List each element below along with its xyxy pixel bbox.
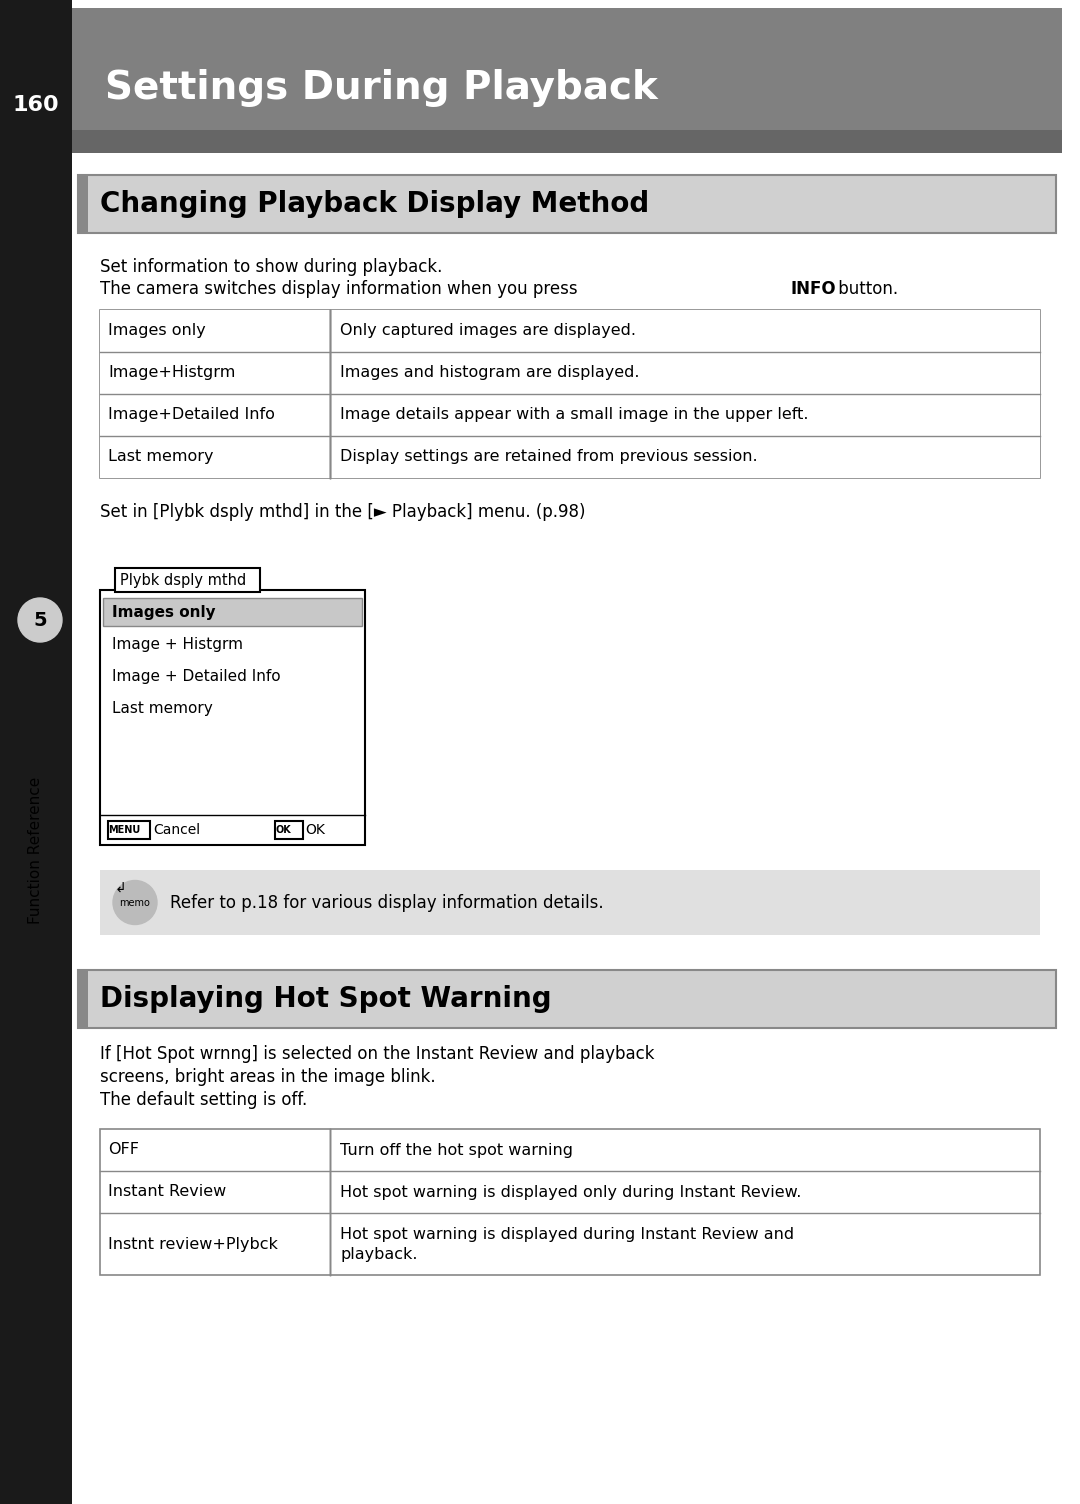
Text: Last memory: Last memory xyxy=(112,701,213,716)
Text: playback.: playback. xyxy=(340,1247,418,1262)
Text: INFO: INFO xyxy=(789,280,836,298)
Text: The default setting is off.: The default setting is off. xyxy=(100,1090,307,1108)
Text: ↲: ↲ xyxy=(114,881,125,896)
Bar xyxy=(78,174,87,233)
Text: Instnt review+Plybck: Instnt review+Plybck xyxy=(108,1236,278,1251)
Bar xyxy=(100,352,1040,394)
Bar xyxy=(78,970,87,1029)
Text: If [Hot Spot wrnng] is selected on the Instant Review and playback: If [Hot Spot wrnng] is selected on the I… xyxy=(100,1045,654,1063)
Text: Settings During Playback: Settings During Playback xyxy=(105,69,658,107)
Text: Cancel: Cancel xyxy=(153,823,200,838)
Bar xyxy=(114,569,260,593)
Text: button.: button. xyxy=(833,280,899,298)
Text: Plybk dsply mthd: Plybk dsply mthd xyxy=(120,573,246,588)
Bar xyxy=(108,821,150,839)
Text: 160: 160 xyxy=(13,95,59,114)
Circle shape xyxy=(113,880,157,925)
Text: Image+Detailed Info: Image+Detailed Info xyxy=(108,408,275,423)
Text: Function Reference: Function Reference xyxy=(28,776,43,923)
Bar xyxy=(103,599,362,626)
Text: Last memory: Last memory xyxy=(108,450,214,465)
Text: Images only: Images only xyxy=(112,605,216,620)
Text: Image + Detailed Info: Image + Detailed Info xyxy=(112,668,281,683)
Text: OFF: OFF xyxy=(108,1143,139,1158)
Text: Set in [Plybk dsply mthd] in the [► Playback] menu. (p.98): Set in [Plybk dsply mthd] in the [► Play… xyxy=(100,502,585,520)
Text: Instant Review: Instant Review xyxy=(108,1185,226,1200)
Text: Set information to show during playback.: Set information to show during playback. xyxy=(100,259,443,277)
Text: The camera switches display information when you press: The camera switches display information … xyxy=(100,280,583,298)
Bar xyxy=(100,436,1040,478)
Text: Images only: Images only xyxy=(108,323,206,338)
Text: OK: OK xyxy=(275,826,291,835)
Bar xyxy=(275,821,303,839)
Text: Hot spot warning is displayed only during Instant Review.: Hot spot warning is displayed only durin… xyxy=(340,1185,801,1200)
Text: Displaying Hot Spot Warning: Displaying Hot Spot Warning xyxy=(100,985,552,1014)
Text: memo: memo xyxy=(120,898,150,907)
Text: Image+Histgrm: Image+Histgrm xyxy=(108,365,235,381)
Text: Image details appear with a small image in the upper left.: Image details appear with a small image … xyxy=(340,408,809,423)
Text: Changing Playback Display Method: Changing Playback Display Method xyxy=(100,190,649,218)
Bar xyxy=(100,1130,1040,1275)
Text: 5: 5 xyxy=(33,611,46,630)
Bar xyxy=(103,599,362,626)
Text: Hot spot warning is displayed during Instant Review and: Hot spot warning is displayed during Ins… xyxy=(340,1226,794,1241)
Circle shape xyxy=(18,599,62,642)
Bar xyxy=(100,310,1040,352)
Bar xyxy=(100,394,1040,436)
Bar xyxy=(100,590,365,845)
Text: Image + Histgrm: Image + Histgrm xyxy=(112,636,243,651)
Text: Images and histogram are displayed.: Images and histogram are displayed. xyxy=(340,365,639,381)
Text: Turn off the hot spot warning: Turn off the hot spot warning xyxy=(340,1143,573,1158)
Text: screens, bright areas in the image blink.: screens, bright areas in the image blink… xyxy=(100,1068,435,1086)
Bar xyxy=(100,869,1040,935)
Text: OK: OK xyxy=(305,823,325,838)
Bar xyxy=(72,129,1062,153)
Bar xyxy=(0,0,72,1504)
Text: Display settings are retained from previous session.: Display settings are retained from previ… xyxy=(340,450,758,465)
Bar xyxy=(78,174,1056,233)
Bar xyxy=(72,8,1062,153)
Text: Refer to p.18 for various display information details.: Refer to p.18 for various display inform… xyxy=(170,893,604,911)
Text: MENU: MENU xyxy=(108,826,140,835)
Text: Only captured images are displayed.: Only captured images are displayed. xyxy=(340,323,636,338)
Bar xyxy=(78,970,1056,1029)
Bar xyxy=(100,310,1040,478)
